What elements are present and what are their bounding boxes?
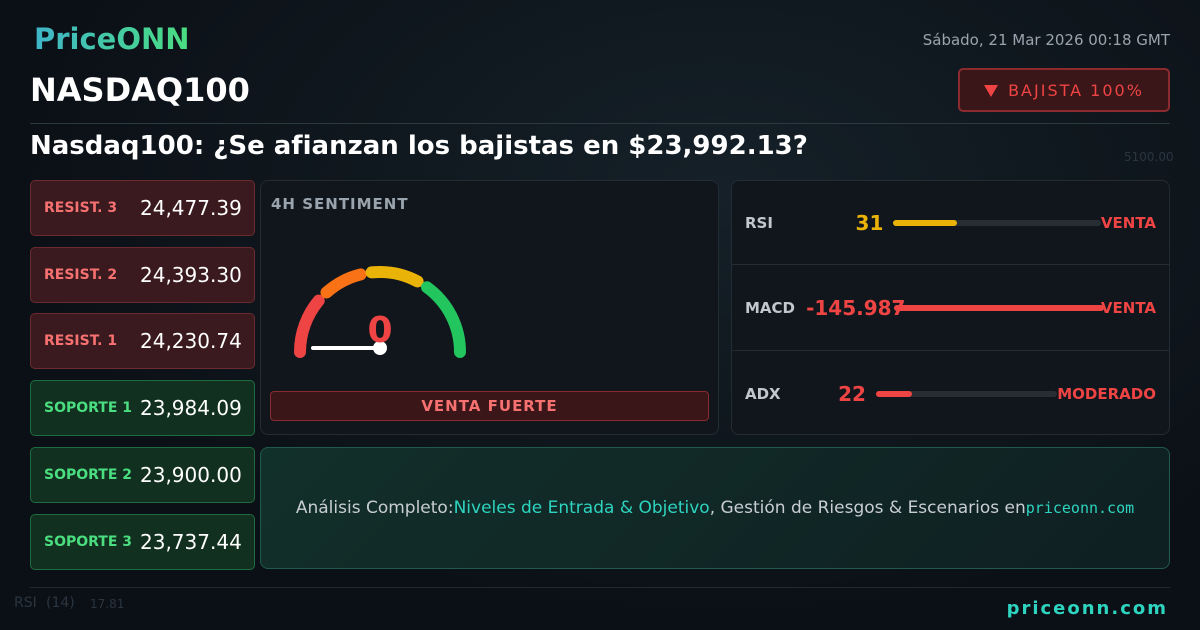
indicator-bar [894,305,1105,311]
level-box: RESIST. 3 24,477.39 [30,180,255,236]
level-label: RESIST. 3 [44,200,118,216]
indicator-name: MACD [745,299,795,317]
badge-text: BAJISTA 100% [1008,80,1144,100]
level-value: 23,984.09 [140,396,242,420]
level-value: 23,737.44 [140,530,242,554]
indicator-value: -145.987 [806,296,906,320]
indicator-bar [893,219,958,226]
indicator-value: 31 [855,210,884,235]
indicator-name: RSI [745,213,773,232]
indicator-track [894,305,1105,311]
gauge-arc [294,294,325,358]
gauge-value: 0 [367,310,392,351]
level-box: SOPORTE 1 23,984.09 [30,380,255,436]
level-value: 24,230.74 [140,329,242,353]
sentiment-verdict: VENTA FUERTE [270,391,709,421]
divider [731,264,1170,265]
cta-site: priceonn.com [1025,499,1135,517]
bg-label: (14) [46,595,75,611]
bg-label: 5100.00 [1124,150,1174,164]
level-box: SOPORTE 3 23,737.44 [30,514,255,570]
footer-site[interactable]: priceonn.com [1006,598,1168,619]
level-box: RESIST. 2 24,393.30 [30,247,255,303]
brand: PriceONN [34,22,190,56]
cta-highlight: Niveles de Entrada & Objetivo [453,498,710,518]
down-icon [984,85,999,97]
level-label: SOPORTE 2 [44,467,133,483]
gauge: 0 [294,265,466,358]
indicator-row: RSI 31 VENTA [731,180,1170,265]
divider [30,123,1170,124]
divider [30,587,1170,588]
indicator-row: ADX 22 MODERADO [731,351,1170,436]
sentiment-title: 4H SENTIMENT [271,195,409,213]
gauge-hub [373,341,387,355]
date: Sábado, 21 Mar 2026 00:18 GMT [922,31,1170,49]
indicator-bar [875,390,912,397]
headline: Nasdaq100: ¿Se afianzan los bajistas en … [30,131,808,161]
cta[interactable]: Análisis Completo: Niveles de Entrada & … [260,447,1170,569]
bg-label: 17.81 [90,597,125,611]
cta-lead: Análisis Completo: [295,498,454,518]
indicator-name: ADX [745,384,781,403]
level-box: RESIST. 1 24,230.74 [30,313,255,369]
level-label: RESIST. 1 [44,333,118,349]
gauge-arc [365,265,424,288]
level-box: SOPORTE 2 23,900.00 [30,447,255,503]
gauge-arc [421,281,466,358]
indicator-signal: MODERADO [1057,384,1156,403]
level-label: SOPORTE 1 [44,400,133,416]
indicator-track [893,219,1101,226]
indicator-value: 22 [838,381,866,406]
bg-label: RSI [14,595,37,611]
indicator-row: MACD -145.987 VENTA [731,266,1170,351]
trend-badge: BAJISTA 100% [958,68,1170,112]
indicator-track [875,390,1058,397]
level-value: 24,477.39 [140,196,242,220]
level-label: SOPORTE 3 [44,534,133,550]
indicator-signal: VENTA [1100,213,1157,232]
gauge-arc [320,268,367,299]
symbol: NASDAQ100 [30,71,250,109]
divider [731,350,1170,351]
cta-rest: , Gestión de Riesgos & Escenarios en [709,498,1026,518]
level-value: 23,900.00 [140,463,242,487]
level-label: RESIST. 2 [44,267,118,283]
indicator-signal: VENTA [1100,299,1156,317]
level-value: 24,393.30 [140,263,242,287]
